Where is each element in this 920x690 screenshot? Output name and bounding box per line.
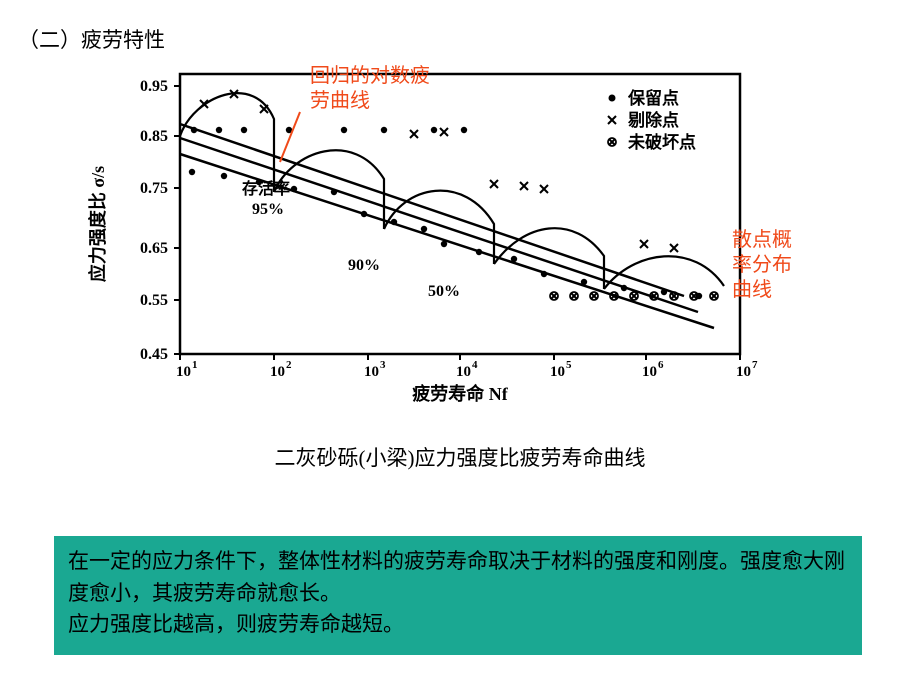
highlight-p1: 在一定的应力条件下，整体性材料的疲劳寿命取决于材料的强度和刚度。强度愈大刚度愈小…	[68, 546, 848, 609]
svg-text:保留点: 保留点	[627, 88, 679, 108]
section-title: （二）疲劳特性	[18, 24, 165, 54]
svg-text:95%: 95%	[252, 201, 284, 218]
svg-text:0.95: 0.95	[140, 78, 168, 95]
svg-text:7: 7	[752, 359, 758, 371]
svg-text:10: 10	[364, 364, 379, 380]
svg-text:3: 3	[380, 359, 386, 371]
svg-text:2: 2	[286, 359, 292, 371]
svg-text:90%: 90%	[348, 257, 380, 274]
svg-text:10: 10	[176, 364, 191, 380]
svg-text:6: 6	[658, 359, 664, 371]
svg-text:疲劳寿命 Nf: 疲劳寿命 Nf	[412, 383, 508, 404]
svg-text:10: 10	[270, 364, 285, 380]
highlight-p2: 应力强度比越高，则疲劳寿命越短。	[68, 609, 848, 641]
anno-scatter: 散点概 率分布 曲线	[732, 228, 792, 303]
svg-text:0.75: 0.75	[140, 180, 168, 197]
svg-text:50%: 50%	[428, 283, 460, 300]
svg-text:存活率: 存活率	[242, 179, 290, 198]
svg-text:10: 10	[456, 364, 471, 380]
svg-text:应力强度比 σ/s: 应力强度比 σ/s	[87, 166, 108, 282]
anno-regression: 回归的对数疲 劳曲线	[310, 64, 430, 114]
anno-scatter-l3: 曲线	[732, 279, 772, 301]
anno-scatter-l1: 散点概	[732, 229, 792, 251]
svg-text:5: 5	[566, 359, 572, 371]
svg-text:10: 10	[642, 364, 657, 380]
fatigue-chart: 0.950.850.750.650.550.45应力强度比 σ/s1011021…	[84, 64, 784, 384]
highlight-block: 在一定的应力条件下，整体性材料的疲劳寿命取决于材料的强度和刚度。强度愈大刚度愈小…	[54, 536, 862, 655]
svg-text:0.85: 0.85	[140, 128, 168, 145]
anno-regression-l1: 回归的对数疲	[310, 65, 430, 87]
anno-regression-l2: 劳曲线	[310, 90, 370, 112]
chart-caption: 二灰砂砾(小梁)应力强度比疲劳寿命曲线	[0, 442, 920, 472]
svg-text:剔除点: 剔除点	[627, 110, 679, 130]
svg-text:10: 10	[550, 364, 565, 380]
anno-scatter-l2: 率分布	[732, 254, 792, 276]
svg-text:0.55: 0.55	[140, 292, 168, 309]
svg-text:10: 10	[736, 364, 751, 380]
svg-text:1: 1	[192, 359, 198, 371]
svg-text:0.45: 0.45	[140, 346, 168, 363]
svg-text:未破坏点: 未破坏点	[627, 132, 696, 152]
svg-text:4: 4	[472, 359, 478, 371]
svg-text:0.65: 0.65	[140, 240, 168, 257]
